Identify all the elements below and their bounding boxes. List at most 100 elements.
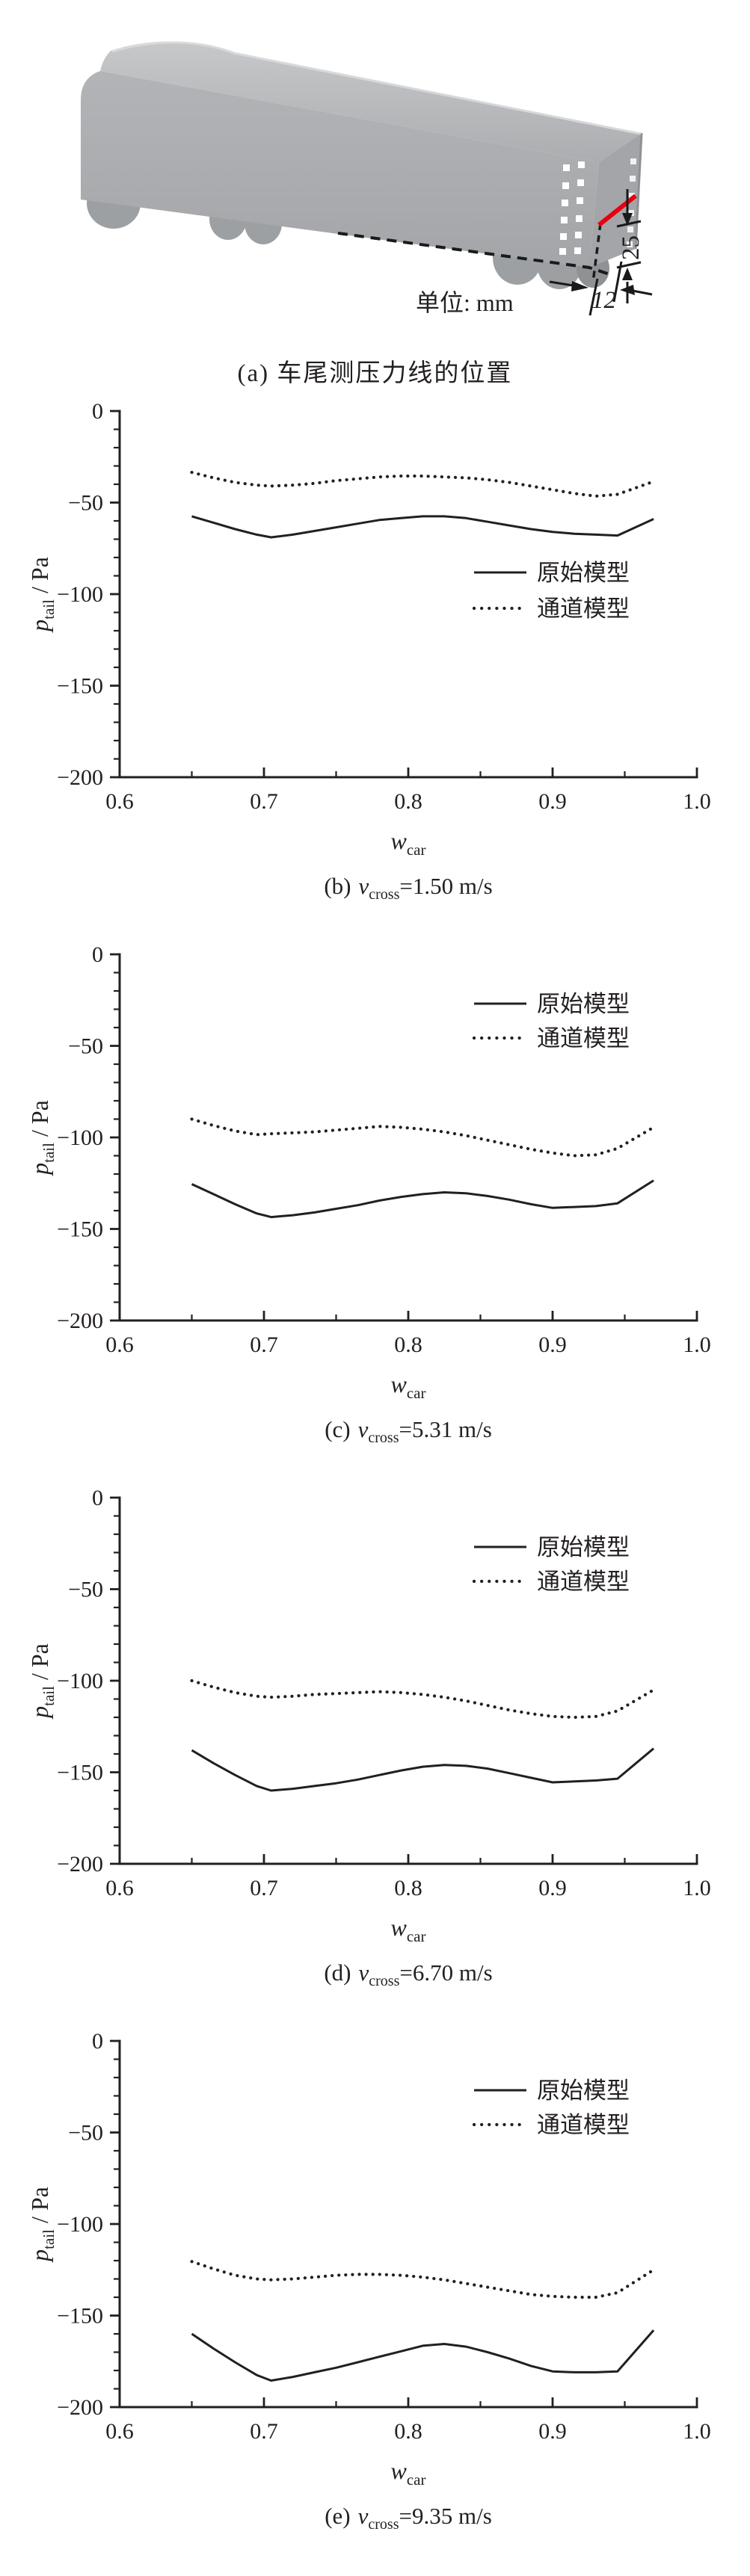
legend-label: 原始模型 — [537, 991, 630, 1017]
dim-extension-dashed — [591, 223, 602, 283]
series-line-channel-model — [190, 2260, 656, 2299]
x-tick-label: 0.6 — [105, 1876, 134, 1900]
x-tick-label: 0.7 — [250, 1332, 278, 1357]
x-axis-label: wcar — [391, 1371, 426, 1402]
dim-tick — [612, 261, 623, 303]
y-tick-label: 0 — [92, 399, 103, 424]
legend-label: 通道模型 — [537, 1569, 630, 1595]
pressure-line-red — [597, 194, 637, 227]
x-tick-label: 1.0 — [683, 1876, 711, 1900]
x-tick-label: 0.7 — [250, 789, 278, 814]
y-tick-label: −50 — [68, 1578, 103, 1602]
ticks — [110, 1496, 698, 1865]
chart-c-host: 0 −50 −100 −150 −200 0.6 0.7 0.8 0.9 1.0 ptail / P… — [0, 932, 750, 1475]
panel-a-caption: (a) 车尾测压力线的位置 — [237, 360, 513, 387]
x-tick-label: 1.0 — [683, 789, 711, 814]
arrow-down-icon — [622, 213, 633, 226]
dim-tick — [616, 220, 642, 228]
dim-12-label: 12 — [591, 287, 616, 314]
dim-25-label: 25 — [618, 235, 645, 260]
legend-label: 原始模型 — [537, 560, 630, 586]
tap-dot — [563, 164, 570, 171]
y-tick-labels: 0 −50 −100 −150 −200 — [57, 2029, 103, 2420]
axes — [118, 410, 698, 779]
y-axis-label: ptail / Pa — [26, 2187, 58, 2263]
unit-label: 单位: mm — [416, 289, 514, 316]
x-tick-label: 0.9 — [538, 789, 567, 814]
x-tick-label: 0.9 — [538, 2419, 567, 2444]
dim-arrow-shaft — [549, 280, 574, 287]
y-tick-label: −200 — [57, 765, 103, 790]
x-tick-labels: 0.6 0.7 0.8 0.9 1.0 — [105, 1332, 711, 1357]
tap-dot — [562, 182, 569, 189]
x-axis-label: wcar — [391, 2457, 426, 2489]
x-tick-label: 0.6 — [105, 2419, 134, 2444]
y-axis-label: ptail / Pa — [26, 1100, 58, 1176]
tap-dot — [577, 197, 583, 204]
dim-arrow-shaft — [632, 289, 653, 296]
y-axis-label: ptail / Pa — [26, 1643, 58, 1720]
tap-dot — [627, 226, 633, 232]
pressure-line-dashed — [337, 232, 612, 277]
truck-rear — [589, 133, 642, 268]
legend-label: 通道模型 — [537, 1025, 630, 1051]
truck-roof — [100, 41, 642, 162]
x-tick-labels: 0.6 0.7 0.8 0.9 1.0 — [105, 1876, 711, 1900]
tap-dot — [559, 248, 566, 255]
chart-b-host: 0 −50 −100 −150 −200 0.6 0.7 0.8 0.9 1.0 ptail / P… — [0, 389, 750, 932]
x-tick-label: 0.7 — [250, 2419, 278, 2444]
x-tick-labels: 0.6 0.7 0.8 0.9 1.0 — [105, 2419, 711, 2444]
tap-dot — [562, 200, 568, 206]
y-tick-label: −200 — [57, 1852, 103, 1877]
truck-rear-edge — [634, 132, 643, 250]
y-tick-label: 0 — [92, 1486, 103, 1510]
chart-caption: (e) vcross=9.35 m/s — [325, 2503, 492, 2533]
x-tick-labels: 0.6 0.7 0.8 0.9 1.0 — [105, 789, 711, 814]
y-tick-label: −150 — [57, 2304, 103, 2329]
y-axis-label: ptail / Pa — [26, 557, 58, 633]
x-tick-label: 0.7 — [250, 1876, 278, 1900]
y-tick-label: −50 — [68, 491, 103, 516]
arrow-up-icon — [622, 268, 633, 280]
series-line-channel-model — [190, 1678, 656, 1720]
y-tick-label: −50 — [68, 1034, 103, 1059]
tap-dot — [577, 179, 584, 186]
y-tick-label: 0 — [92, 2029, 103, 2054]
x-tick-label: 0.6 — [105, 1332, 134, 1357]
panel-e-chart: 0 −50 −100 −150 −200 0.6 0.7 0.8 0.9 1.0 ptail / P… — [0, 2019, 750, 2562]
y-tick-labels: 0 −50 −100 −150 −200 — [57, 1486, 103, 1877]
y-tick-label: −150 — [57, 1217, 103, 1242]
tap-dot — [574, 247, 581, 254]
chart-caption: (c) vcross=5.31 m/s — [325, 1416, 492, 1446]
series-line-original-model — [191, 1747, 655, 1792]
dimension-12 — [549, 261, 653, 316]
x-tick-label: 0.8 — [394, 789, 422, 814]
chart-caption: (d) vcross=6.70 m/s — [324, 1959, 492, 1989]
panel-d-chart: 0 −50 −100 −150 −200 0.6 0.7 0.8 0.9 1.0 ptail / P… — [0, 1475, 750, 2019]
dim-tick — [588, 278, 599, 316]
tap-dot — [576, 215, 583, 222]
x-tick-label: 0.9 — [538, 1876, 567, 1900]
panel-b-chart: 0 −50 −100 −150 −200 0.6 0.7 0.8 0.9 1.0 ptail / P… — [0, 389, 750, 932]
x-tick-label: 1.0 — [683, 2419, 711, 2444]
chart-d-host: 0 −50 −100 −150 −200 0.6 0.7 0.8 0.9 1.0 ptail / P… — [0, 1475, 750, 2019]
y-tick-label: −100 — [57, 1669, 103, 1693]
tap-dot — [629, 193, 635, 199]
y-tick-labels: 0 −50 −100 −150 −200 — [57, 942, 103, 1333]
tap-dot — [578, 161, 585, 168]
x-tick-label: 1.0 — [683, 1332, 711, 1357]
legend-label: 原始模型 — [537, 2078, 630, 2104]
series-line-channel-model — [190, 1117, 656, 1158]
tap-dot — [575, 232, 582, 238]
y-tick-label: −100 — [57, 1125, 103, 1150]
y-tick-label: −200 — [57, 2395, 103, 2420]
panel-a-model-figure: 25 12 单位: mm (a) 车尾测压力线的位置 — [0, 0, 750, 389]
arrow-left-icon — [620, 285, 635, 295]
y-tick-label: −150 — [57, 1761, 103, 1785]
